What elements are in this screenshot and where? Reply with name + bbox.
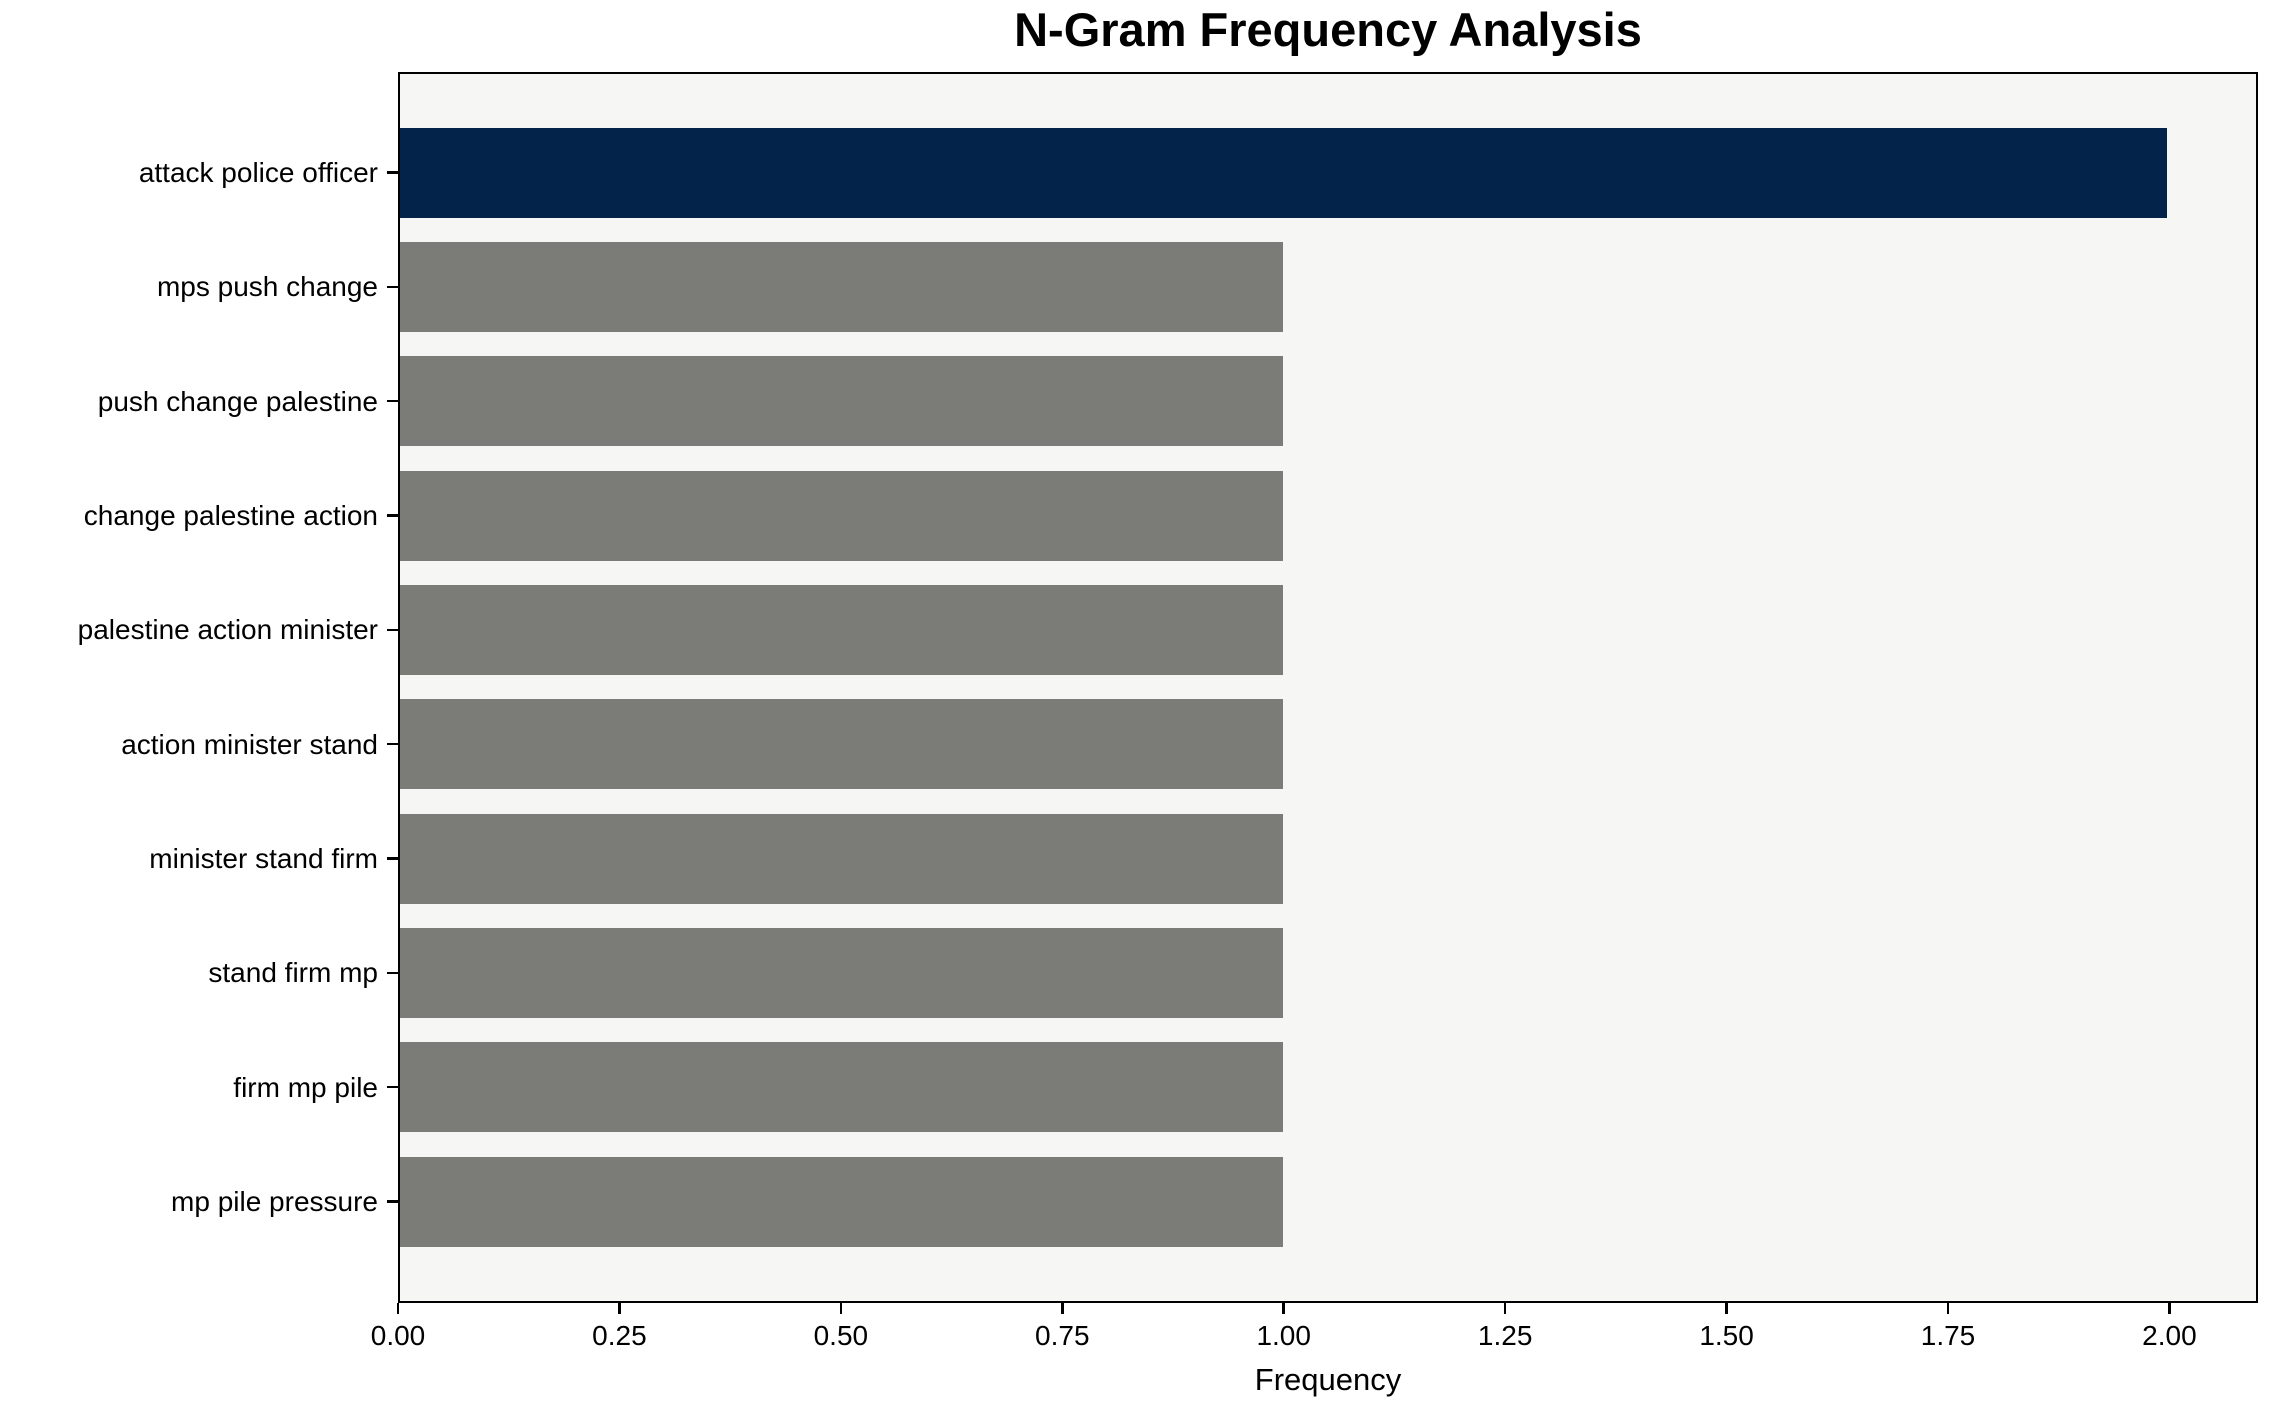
x-tick-label: 0.25 — [592, 1320, 647, 1351]
bar — [400, 813, 1284, 904]
bar — [400, 356, 1284, 447]
y-tick — [387, 628, 398, 632]
bar — [400, 241, 1284, 332]
x-tick-label: 1.00 — [1256, 1320, 1311, 1351]
y-tick — [387, 1085, 398, 1089]
x-tick — [1061, 1303, 1064, 1314]
y-tick-label: stand firm mp — [208, 957, 378, 989]
bar — [400, 699, 1284, 790]
y-tick-label: change palestine action — [83, 500, 378, 531]
y-tick — [387, 171, 398, 174]
x-tick-label: 1.50 — [1699, 1320, 1754, 1351]
y-tick-label: push change palestine — [97, 385, 378, 417]
x-tick — [396, 1303, 400, 1314]
x-tick-label: 2.00 — [2142, 1320, 2197, 1351]
bar — [400, 1042, 1284, 1133]
x-tick — [1503, 1303, 1507, 1314]
y-tick — [387, 971, 398, 975]
x-tick-label: 0.50 — [813, 1320, 869, 1351]
x-axis-label: Frequency — [1254, 1362, 1402, 1397]
bar — [400, 584, 1284, 675]
y-tick — [387, 857, 398, 860]
y-tick-label: mp pile pressure — [171, 1186, 378, 1217]
x-tick — [1282, 1303, 1285, 1314]
y-tick — [387, 285, 398, 289]
y-tick-label: attack police officer — [138, 157, 378, 188]
x-tick-label: 1.75 — [1920, 1320, 1976, 1351]
bar — [400, 927, 1284, 1018]
plot-area — [387, 72, 2258, 1303]
x-tick-label: 0.75 — [1035, 1320, 1090, 1351]
x-tick — [618, 1303, 621, 1314]
x-tick — [1946, 1303, 1950, 1314]
y-tick-label: minister stand firm — [149, 843, 378, 874]
bar — [400, 127, 2167, 218]
y-tick — [387, 399, 398, 403]
y-tick-label: action minister stand — [121, 728, 378, 760]
x-tick — [839, 1303, 843, 1314]
y-tick — [387, 742, 398, 746]
chart-title: N-Gram Frequency Analysis — [1014, 3, 1642, 56]
y-tick-label: mps push change — [156, 271, 378, 303]
y-tick-label: palestine action minister — [77, 614, 378, 646]
x-tick-label: 1.25 — [1477, 1320, 1533, 1351]
bar — [400, 470, 1284, 561]
x-tick — [1725, 1303, 1728, 1314]
x-tick — [2168, 1303, 2171, 1314]
bar — [400, 1156, 1284, 1247]
x-tick-label: 0.00 — [370, 1320, 426, 1351]
y-tick — [387, 1200, 398, 1203]
y-tick-label: firm mp pile — [233, 1071, 378, 1103]
y-tick — [387, 514, 398, 517]
